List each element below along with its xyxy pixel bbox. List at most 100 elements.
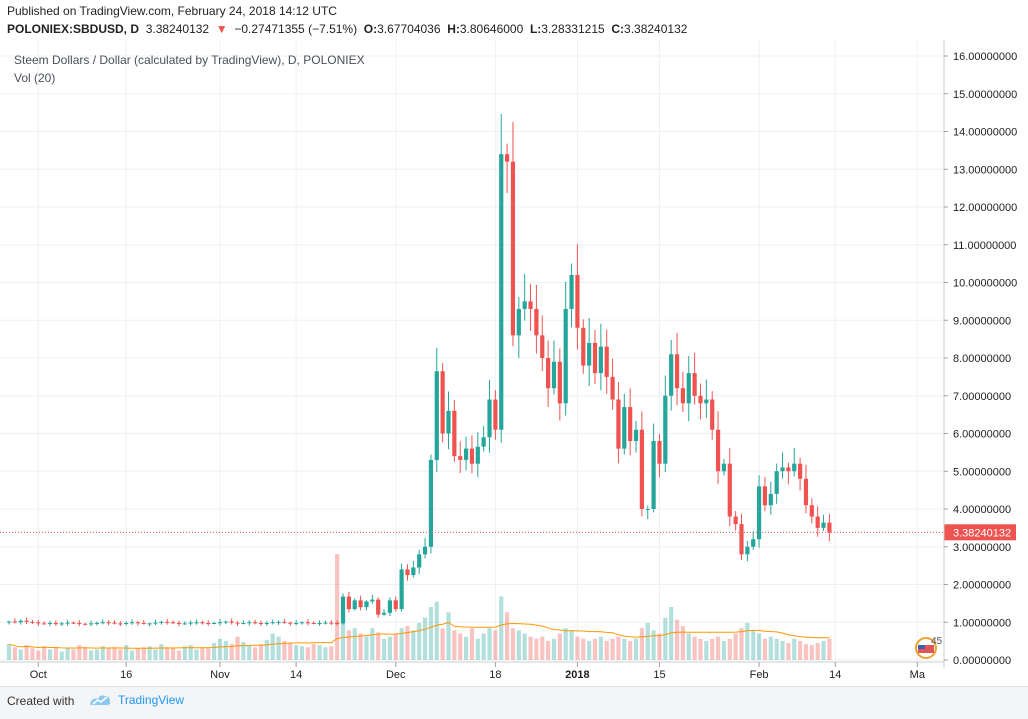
published-line: Published on TradingView.com, February 2… <box>7 4 337 18</box>
price-axis[interactable]: 0.00000000 1.00000000 2.00000000 3.00000000… <box>944 51 1017 667</box>
tradingview-link[interactable]: TradingView <box>118 693 185 707</box>
candle-body <box>669 354 674 396</box>
volume-bar <box>710 638 715 660</box>
volume-bar <box>399 628 404 660</box>
candle-body <box>581 327 586 366</box>
volume-bar <box>803 644 809 660</box>
volume-bar <box>206 648 211 660</box>
volume-bar <box>756 633 762 660</box>
candle-body <box>135 622 141 624</box>
candle-body <box>276 621 281 623</box>
price-chart[interactable]: 3.38240132 0.00000000 1.00000000 2.0000000… <box>0 40 1028 686</box>
volume-bar <box>733 633 738 660</box>
volume-bar <box>469 628 475 660</box>
volume-bar <box>200 647 205 660</box>
volume-bar <box>141 647 146 660</box>
volume-bar <box>335 554 340 660</box>
ohlc-line: POLONIEX:SBDUSD, D 3.38240132 ▼ −0.27471… <box>7 22 687 36</box>
low-key: L: <box>529 22 542 36</box>
volume-bar <box>563 628 568 660</box>
candle-body <box>329 622 334 624</box>
badge-count: 45 <box>931 636 943 647</box>
volume-bar <box>370 628 375 660</box>
y-tick-label: 13.00000000 <box>953 164 1017 176</box>
volume-bar <box>323 647 328 660</box>
candle-body <box>352 600 357 610</box>
x-tick-label: 16 <box>120 669 132 681</box>
volume-bar <box>18 649 23 660</box>
candle-body <box>100 622 105 624</box>
volume-bar <box>516 630 521 660</box>
candle-body <box>557 361 562 404</box>
candle-body <box>288 622 293 624</box>
footer: Created with TradingView <box>0 686 1028 719</box>
symbol-label: POLONIEX:SBDUSD, D <box>7 22 140 36</box>
volume-bar <box>598 636 603 660</box>
candle-body <box>657 441 662 464</box>
volume-bar <box>340 622 346 660</box>
volume-bar <box>698 638 703 660</box>
volume-bar <box>815 643 820 660</box>
candle-body <box>294 623 299 625</box>
volume-bar <box>768 636 773 660</box>
volume-bar <box>358 633 363 660</box>
volume-bar <box>546 640 551 660</box>
candle-body <box>323 622 328 624</box>
volume-bar <box>774 638 779 660</box>
candle-body <box>563 308 568 404</box>
candle-body <box>487 399 492 438</box>
candle-body <box>212 623 217 625</box>
volume-bar <box>147 646 152 660</box>
candle-body <box>59 623 64 625</box>
high-value: 3.80646000 <box>459 22 524 36</box>
volume-bar <box>452 630 457 660</box>
y-tick-label: 12.00000000 <box>953 202 1017 214</box>
candle-body <box>452 410 457 457</box>
candle-body <box>698 395 703 404</box>
y-tick-label: 1.00000000 <box>953 617 1011 629</box>
y-tick-label: 16.00000000 <box>953 51 1017 63</box>
volume-bar <box>592 638 598 660</box>
candle-body <box>745 546 750 555</box>
volume-bar <box>739 628 744 660</box>
volume-bar <box>575 636 580 660</box>
candles <box>6 113 832 627</box>
volume-bar <box>30 648 35 660</box>
candle-body <box>18 620 23 623</box>
time-axis[interactable]: Oct 16 Nov 14 Dec 18 2018 15 Feb 14 Ma <box>30 662 926 681</box>
volume-bar <box>83 647 88 660</box>
volume-bar <box>153 649 158 660</box>
volume-bar <box>6 644 12 660</box>
open-value: 3.67704036 <box>377 22 441 36</box>
candle-body <box>522 301 527 309</box>
candle-body <box>710 399 715 430</box>
candle-body <box>458 456 463 460</box>
volume-bar <box>170 648 176 660</box>
volume-bar <box>229 644 234 660</box>
candle-body <box>42 623 47 625</box>
volume-bar <box>475 638 480 660</box>
volume-bar <box>65 648 70 660</box>
volume-bar <box>557 633 562 660</box>
candle-body <box>206 623 211 625</box>
volume-bar <box>42 646 47 660</box>
volume-bar <box>581 638 586 660</box>
candle-body <box>815 516 820 528</box>
volume-bar <box>534 638 539 660</box>
candle-body <box>780 467 785 472</box>
candle-body <box>540 335 545 358</box>
candle-body <box>53 623 58 625</box>
candle-body <box>270 622 275 624</box>
volume-bar <box>294 645 299 660</box>
candle-body <box>170 622 176 624</box>
candle-body <box>692 373 697 396</box>
candle-body <box>604 346 609 377</box>
candle-body <box>65 622 70 624</box>
tradingview-logo-icon <box>90 695 111 705</box>
tradingview-brand[interactable]: TradingView <box>88 692 184 708</box>
volume-bar <box>809 645 814 660</box>
volume-bar <box>59 651 64 660</box>
flag-badge-icon[interactable]: 45 <box>915 636 943 659</box>
volume-bar <box>288 643 293 660</box>
volume-bar <box>329 646 334 660</box>
